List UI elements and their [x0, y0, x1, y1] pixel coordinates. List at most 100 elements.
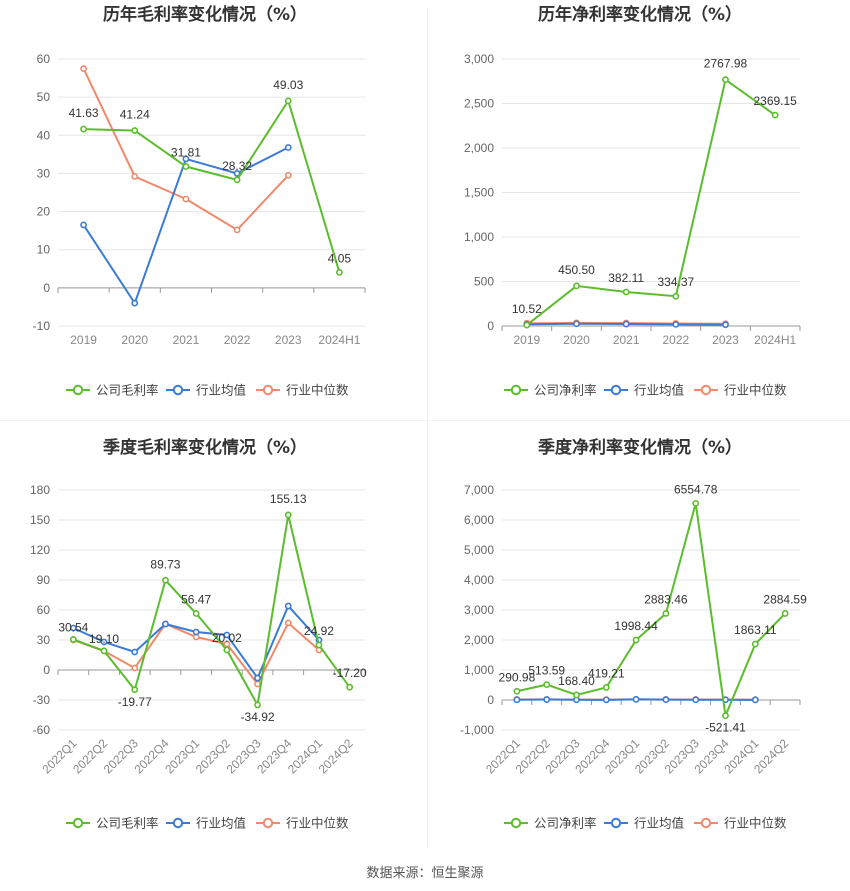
x-tick-label: 2019 [513, 333, 540, 347]
data-label: 2884.59 [763, 592, 807, 606]
point-avg [284, 602, 292, 610]
point-avg [662, 696, 670, 704]
legend-item[interactable]: 行业中位数 [256, 816, 349, 831]
point-avg [632, 696, 640, 703]
chart-title: 季度毛利率变化情况（%） [103, 437, 307, 458]
legend-item[interactable]: 公司毛利率 [66, 383, 159, 398]
data-label: 10.52 [512, 302, 542, 316]
point-company [672, 292, 680, 300]
point-company [602, 684, 610, 691]
data-label: -17.20 [333, 666, 367, 680]
point-avg [131, 299, 139, 307]
legend-marker [610, 384, 622, 396]
data-label: 2883.46 [644, 592, 688, 606]
legend-label: 行业均值 [196, 383, 246, 398]
y-tick-label: 1,000 [464, 230, 494, 244]
y-tick-label: -1,000 [460, 723, 494, 737]
vertical-divider [427, 8, 428, 848]
y-tick-label: 10 [37, 243, 51, 257]
legend-label: 行业均值 [196, 816, 246, 831]
legend-marker [172, 384, 184, 396]
series-line-company [526, 77, 776, 326]
data-label: 4.05 [328, 251, 352, 265]
y-tick-label: 3,000 [464, 603, 494, 617]
y-tick-label: 1,500 [464, 186, 494, 200]
point-company [771, 111, 779, 119]
data-label: 450.50 [558, 263, 595, 277]
data-label: 155.13 [270, 492, 307, 506]
y-tick-label: 120 [30, 543, 50, 557]
legend-item[interactable]: 公司净利率 [504, 383, 597, 398]
legend-marker [510, 384, 522, 396]
series-line-company [516, 503, 786, 720]
point-company [622, 288, 630, 296]
point-company [662, 610, 670, 617]
x-tick-label: 2023 [275, 333, 302, 347]
x-tick-label: 2022 [662, 333, 689, 347]
point-avg [131, 648, 139, 656]
point-company [781, 610, 789, 617]
y-tick-label: 6,000 [464, 513, 494, 527]
legend-item[interactable]: 行业均值 [166, 816, 246, 831]
legend-item[interactable]: 行业中位数 [256, 383, 349, 398]
point-median [233, 226, 241, 234]
x-tick-label: 2023 [712, 333, 739, 347]
point-avg [80, 221, 87, 229]
legend-label: 行业均值 [634, 816, 684, 831]
data-label: 41.63 [69, 106, 99, 120]
y-tick-label: 7,000 [464, 483, 494, 497]
legend-marker [262, 384, 274, 396]
point-company [223, 646, 231, 654]
point-company [573, 282, 580, 290]
point-company [722, 712, 729, 720]
legend-item[interactable]: 公司净利率 [504, 816, 597, 831]
point-company [254, 701, 261, 709]
legend-item[interactable]: 行业中位数 [694, 816, 787, 831]
y-tick-label: -10 [33, 319, 51, 333]
point-avg [223, 631, 231, 639]
legend-item[interactable]: 公司毛利率 [66, 816, 159, 831]
point-avg [69, 624, 77, 632]
legend-marker [610, 817, 622, 829]
legend-item[interactable]: 行业均值 [604, 383, 684, 398]
chart-annual-gross: 历年毛利率变化情况（%） -10 0 10 20 30 40 50 60 2019 2020 2021… [33, 4, 366, 398]
point-company [284, 97, 292, 105]
y-tick-label: 2,500 [464, 97, 494, 111]
data-label: -19.77 [118, 695, 152, 709]
data-label: 20.02 [212, 631, 242, 645]
data-label: 28.32 [222, 159, 252, 173]
data-label: 513.59 [528, 664, 565, 678]
legend-marker [172, 817, 184, 829]
data-label: 24.92 [304, 624, 334, 638]
point-avg [513, 696, 521, 704]
legend-item[interactable]: 行业均值 [604, 816, 684, 831]
legend-label: 公司毛利率 [96, 816, 159, 831]
y-tick-label: 0 [43, 663, 50, 677]
y-tick-label: 4,000 [464, 573, 494, 587]
data-label: 31.81 [171, 146, 201, 160]
data-label: -34.92 [241, 710, 275, 724]
series-line-avg [82, 146, 289, 306]
y-tick-label: 0 [43, 281, 50, 295]
legend-marker [700, 384, 712, 396]
y-tick-label: 50 [37, 90, 51, 104]
point-avg [100, 638, 108, 646]
point-avg [254, 674, 261, 682]
y-tick-label: 40 [37, 128, 51, 142]
data-label: 382.11 [608, 271, 644, 285]
data-label: 334.37 [657, 275, 694, 289]
point-avg [722, 321, 729, 329]
legend-item[interactable]: 行业均值 [166, 383, 246, 398]
legend-marker [700, 817, 712, 829]
point-company [131, 686, 139, 694]
data-label: 290.98 [499, 670, 536, 684]
y-tick-label: 150 [30, 513, 50, 527]
legend-marker [262, 817, 274, 829]
legend-item[interactable]: 行业中位数 [694, 383, 787, 398]
point-median [182, 195, 190, 203]
y-tick-label: 2,000 [464, 141, 494, 155]
data-label: 419.21 [588, 666, 625, 680]
chart-title: 历年毛利率变化情况（%） [103, 4, 307, 25]
point-company [284, 511, 292, 519]
